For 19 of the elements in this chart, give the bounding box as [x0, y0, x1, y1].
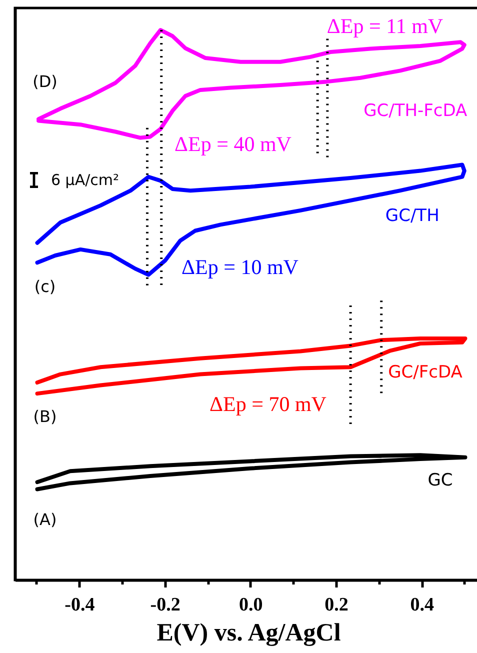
series-label: GC/FcDA: [388, 362, 463, 383]
x-tick-label: -0.2: [150, 594, 180, 616]
series-label: GC/TH-FcDA: [364, 100, 468, 121]
x-tick-label: -0.4: [64, 594, 96, 616]
annotation: (c): [34, 277, 56, 296]
x-axis-title: E(V) vs. Ag/AgCl: [156, 620, 341, 646]
x-tick-label: 0.4: [410, 594, 434, 616]
annotation: ΔEp = 11 mV: [326, 14, 444, 38]
annotation: (A): [33, 510, 57, 529]
x-tick-label: 0.2: [324, 594, 348, 616]
annotation: 6 μA/cm²: [50, 171, 120, 189]
annotation: ΔEp = 70 mV: [210, 392, 326, 416]
annotation: (D): [32, 72, 58, 91]
series-label: GC/TH: [385, 206, 440, 226]
annotation: ΔEp = 10 mV: [182, 255, 298, 279]
series-label: GC: [428, 470, 453, 490]
annotation: (B): [33, 407, 57, 426]
x-tick-label: 0.0: [239, 594, 263, 616]
annotation: ΔEp = 40 mV: [174, 132, 292, 156]
